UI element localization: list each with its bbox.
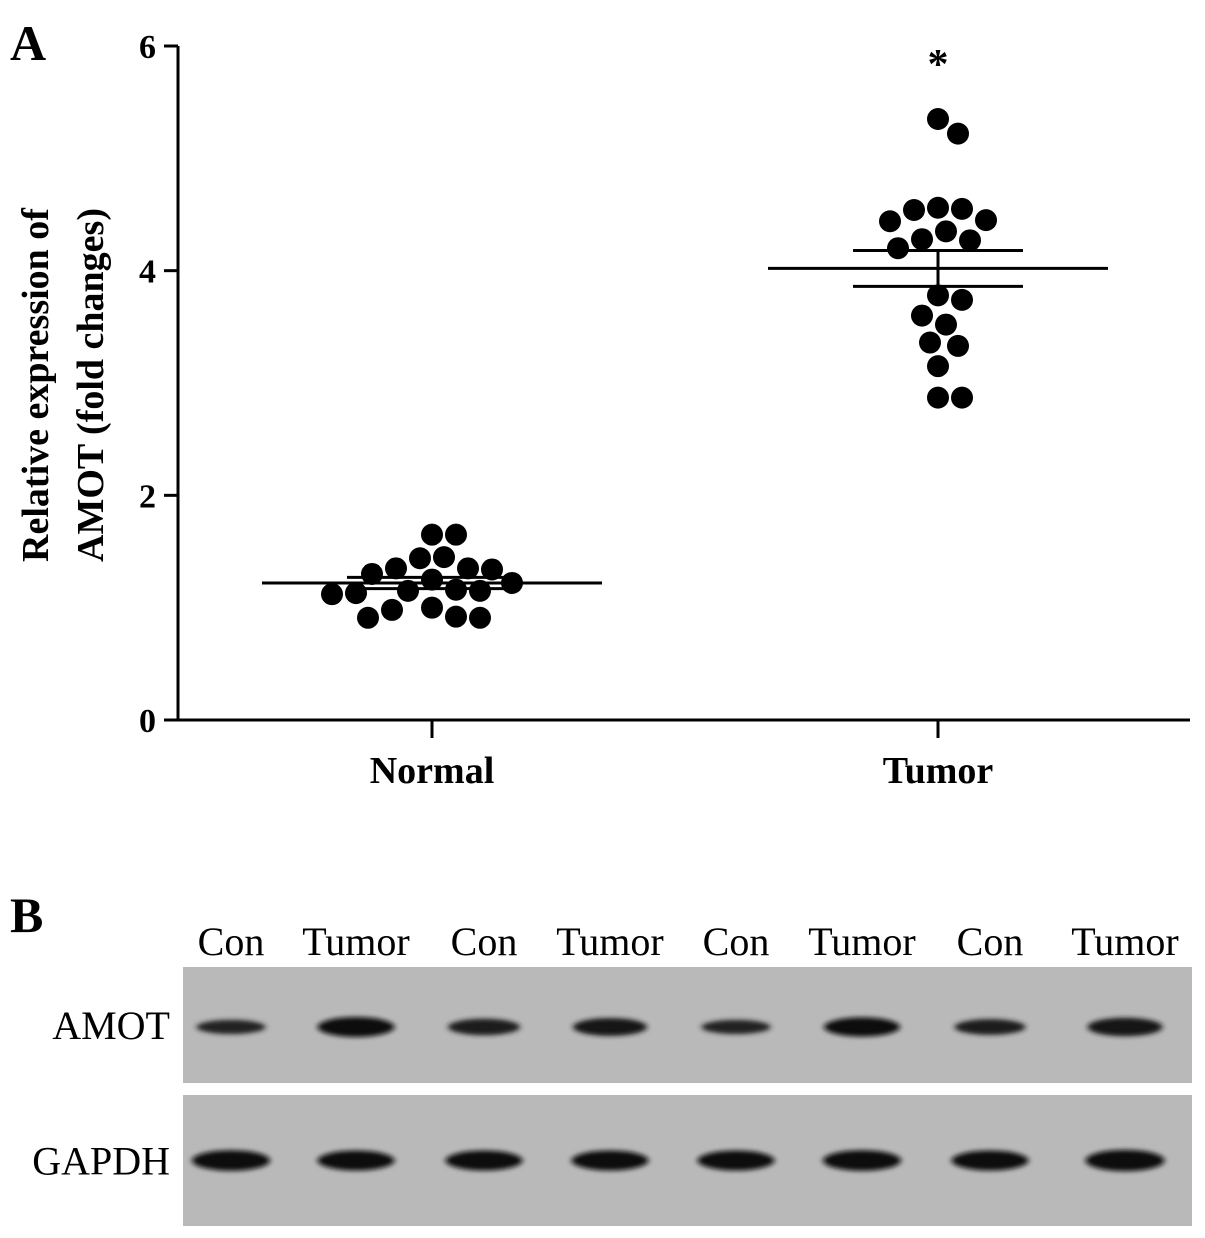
blot-band-gapdh — [317, 1150, 395, 1171]
blot-band-gapdh — [697, 1150, 775, 1171]
data-point-tumor — [951, 386, 973, 409]
lane-label: Con — [451, 919, 518, 964]
data-point-tumor — [927, 108, 949, 131]
blot-band-amot — [701, 1019, 771, 1035]
blot-band-amot — [448, 1018, 520, 1036]
data-point-tumor — [959, 229, 981, 252]
data-point-tumor — [975, 209, 997, 232]
x-category-label: Tumor — [883, 750, 994, 792]
data-point-normal — [321, 583, 343, 606]
blot-band-amot — [954, 1019, 1026, 1035]
data-point-tumor — [887, 237, 909, 260]
data-point-normal — [357, 606, 379, 629]
data-point-normal — [409, 547, 431, 570]
blot-band-gapdh — [823, 1150, 901, 1171]
lane-label: Tumor — [808, 919, 915, 964]
western-blot: AMOT GAPDH — [32, 967, 1192, 1226]
data-point-tumor — [903, 199, 925, 222]
data-point-normal — [385, 557, 407, 580]
data-point-normal — [421, 523, 443, 546]
blot-band-gapdh — [571, 1150, 649, 1171]
scatter-plot: 0 2 4 6 Normal Tumor * — [139, 29, 1190, 792]
blot-band-amot — [824, 1017, 900, 1037]
blot-band-gapdh — [951, 1150, 1029, 1171]
blot-band-amot — [317, 1017, 395, 1037]
data-point-normal — [381, 598, 403, 621]
data-point-tumor — [927, 386, 949, 409]
lane-labels: Con Tumor Con Tumor Con Tumor Con Tumor — [198, 919, 1179, 964]
data-point-tumor — [951, 288, 973, 311]
data-point-tumor — [879, 210, 901, 233]
data-point-normal — [397, 579, 419, 602]
data-point-normal — [345, 582, 367, 605]
data-point-tumor — [927, 284, 949, 307]
data-point-normal — [445, 523, 467, 546]
significance-marker: * — [928, 42, 949, 88]
data-point-tumor — [951, 197, 973, 220]
data-point-tumor — [935, 220, 957, 243]
panel-a-letter: A — [10, 15, 46, 71]
y-tick-label: 6 — [139, 29, 156, 66]
data-point-tumor — [911, 304, 933, 327]
lane-label: Tumor — [302, 919, 409, 964]
lane-label: Tumor — [1071, 919, 1178, 964]
data-point-tumor — [919, 331, 941, 354]
blot-row-label: GAPDH — [32, 1139, 170, 1184]
blot-band-gapdh — [445, 1150, 523, 1171]
data-point-normal — [469, 579, 491, 602]
data-point-tumor — [935, 313, 957, 336]
blot-row-label: AMOT — [52, 1003, 170, 1048]
data-point-tumor — [927, 355, 949, 378]
data-point-tumor — [947, 334, 969, 357]
data-point-normal — [361, 562, 383, 585]
lane-label: Con — [703, 919, 770, 964]
blot-band-gapdh — [192, 1150, 270, 1171]
y-tick-label: 2 — [139, 478, 156, 515]
lane-label: Con — [957, 919, 1024, 964]
data-point-normal — [457, 557, 479, 580]
data-point-normal — [469, 606, 491, 629]
data-point-normal — [481, 558, 503, 581]
data-point-tumor — [911, 228, 933, 251]
lane-label: Tumor — [556, 919, 663, 964]
blot-band-amot — [1087, 1017, 1163, 1037]
data-point-tumor — [947, 122, 969, 145]
lane-label: Con — [198, 919, 265, 964]
y-axis-title-line2: AMOT (fold changes) — [70, 208, 112, 562]
data-point-normal — [421, 596, 443, 619]
data-point-normal — [433, 546, 455, 569]
blot-band-gapdh — [1085, 1149, 1165, 1172]
x-category-label: Normal — [370, 750, 495, 792]
blot-band-amot — [196, 1019, 266, 1035]
y-tick-label: 0 — [139, 703, 156, 740]
panel-b-letter: B — [10, 887, 43, 943]
y-tick-label: 4 — [139, 254, 156, 291]
data-point-tumor — [927, 196, 949, 219]
y-axis-title-line1: Relative expression of — [15, 207, 57, 562]
data-point-normal — [445, 605, 467, 628]
blot-band-amot — [573, 1018, 647, 1036]
